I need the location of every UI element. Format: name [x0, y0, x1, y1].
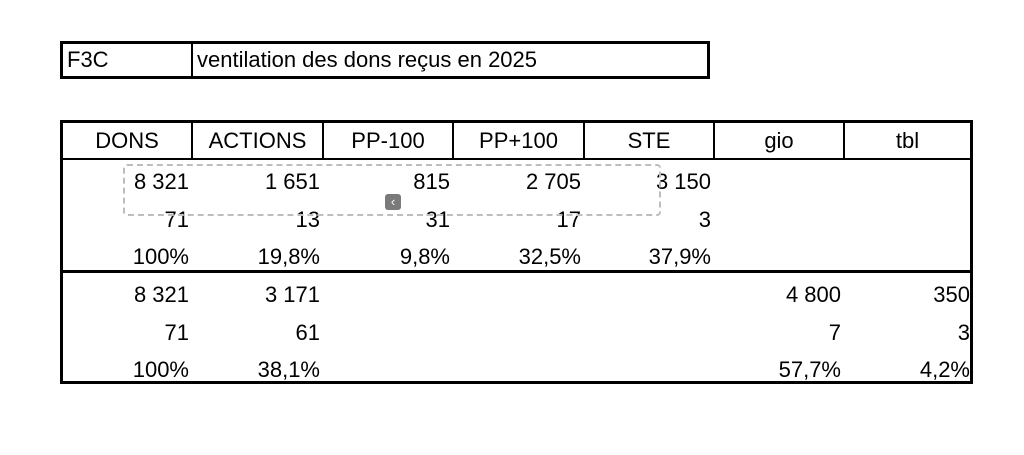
table-cell[interactable]: 9,8% — [399, 244, 450, 269]
table-cell[interactable]: 3 171 — [264, 282, 320, 307]
table-row: 100% 19,8% 9,8% 32,5% 37,9% — [63, 238, 970, 276]
header-pp-100[interactable]: PP-100 — [324, 123, 454, 158]
table-cell[interactable] — [715, 163, 841, 201]
table-cell[interactable] — [585, 351, 711, 389]
table-cell[interactable] — [454, 276, 581, 314]
table-row: 8 321 1 651 815 2 705 3 150 — [63, 163, 970, 201]
selection-outline — [123, 164, 661, 216]
table-cell[interactable] — [585, 276, 711, 314]
table-cell[interactable]: 37,9% — [648, 244, 711, 269]
table-cell[interactable]: 71 — [164, 320, 189, 345]
donations-table: DONS ACTIONS PP-100 PP+100 STE gio tbl 8… — [60, 120, 973, 384]
header-dons[interactable]: DONS — [63, 123, 193, 158]
table-row: 8 321 3 171 4 800 350 — [63, 276, 970, 314]
table-cell[interactable]: 100% — [132, 244, 189, 269]
table-cell[interactable]: 13 — [295, 207, 320, 232]
table-cell[interactable]: 71 — [164, 207, 189, 232]
table-cell[interactable]: 2 705 — [525, 169, 581, 194]
table-cell[interactable]: 32,5% — [518, 244, 581, 269]
table-cell[interactable]: 4,2% — [919, 357, 970, 382]
table-cell[interactable]: 31 — [425, 207, 450, 232]
title-code: F3C — [63, 44, 193, 76]
table-cell[interactable]: 3 150 — [655, 169, 711, 194]
table-row: 71 13 31 17 3 — [63, 201, 970, 239]
table-cell[interactable]: 1 651 — [264, 169, 320, 194]
table-cell[interactable]: 100% — [132, 357, 189, 382]
chevron-left-icon[interactable]: ‹ — [385, 194, 401, 210]
table-cell[interactable]: 4 800 — [785, 282, 841, 307]
table-cell[interactable]: 17 — [556, 207, 581, 232]
table-cell[interactable]: 8 321 — [133, 169, 189, 194]
table-row: 100% 38,1% 57,7% 4,2% — [63, 351, 970, 389]
table-cell[interactable] — [324, 314, 450, 352]
table-cell[interactable] — [845, 201, 970, 239]
table-cell[interactable]: 350 — [933, 282, 970, 307]
header-ste[interactable]: STE — [585, 123, 715, 158]
title-box: F3C ventilation des dons reçus en 2025 — [60, 41, 710, 79]
header-tbl[interactable]: tbl — [895, 127, 920, 153]
table-cell[interactable]: 3 — [698, 207, 711, 232]
table-cell[interactable]: 7 — [828, 320, 841, 345]
table-cell[interactable]: 61 — [295, 320, 320, 345]
table-cell[interactable] — [845, 163, 970, 201]
header-pp-plus-100[interactable]: PP+100 — [454, 123, 585, 158]
table-cell[interactable]: 19,8% — [257, 244, 320, 269]
header-actions[interactable]: ACTIONS — [193, 123, 324, 158]
table-cell[interactable]: 3 — [957, 320, 970, 345]
table-cell[interactable]: 8 321 — [133, 282, 189, 307]
table-cell[interactable] — [324, 276, 450, 314]
section-divider — [63, 270, 970, 273]
table-cell[interactable]: 38,1% — [257, 357, 320, 382]
header-gio[interactable]: gio — [715, 123, 845, 158]
table-header: DONS ACTIONS PP-100 PP+100 STE gio tbl — [63, 123, 970, 160]
table-cell[interactable] — [715, 201, 841, 239]
table-cell[interactable] — [454, 314, 581, 352]
table-cell[interactable]: 815 — [413, 169, 450, 194]
table-cell[interactable] — [585, 314, 711, 352]
table-cell[interactable] — [324, 351, 450, 389]
table-cell[interactable] — [454, 351, 581, 389]
table-row: 71 61 7 3 — [63, 314, 970, 352]
title-text: ventilation des dons reçus en 2025 — [197, 47, 538, 72]
table-cell[interactable]: 57,7% — [778, 357, 841, 382]
